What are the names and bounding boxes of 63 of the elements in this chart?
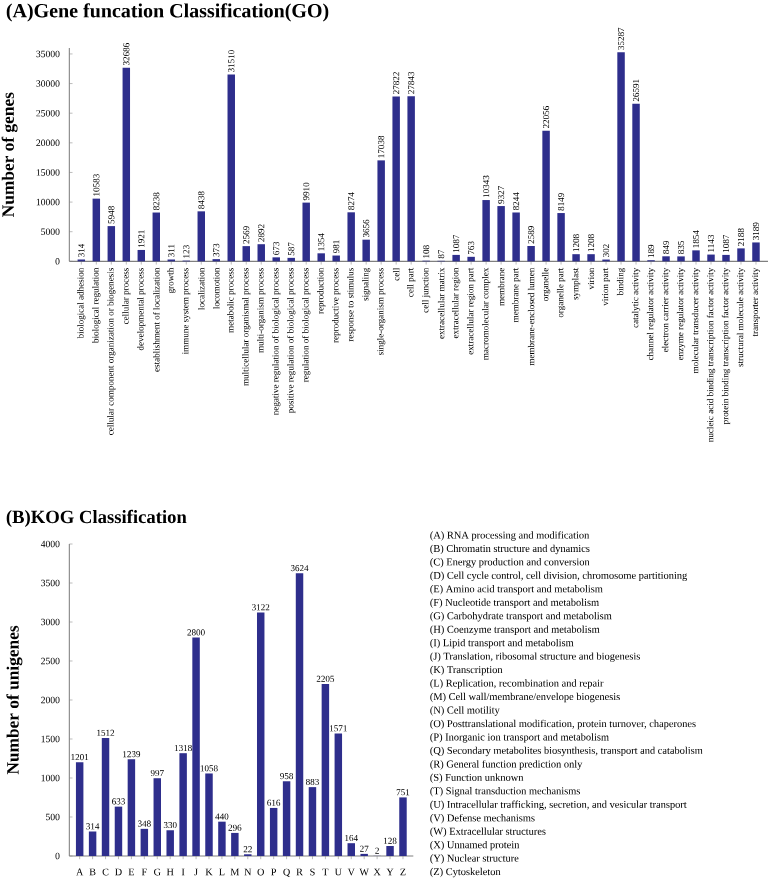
bar (140, 828, 149, 856)
bar (677, 256, 685, 262)
bar (527, 245, 535, 262)
bar (482, 200, 490, 262)
bar (242, 246, 250, 262)
bar (107, 226, 116, 262)
bar (321, 684, 330, 856)
bar (347, 212, 355, 262)
bar (257, 244, 265, 262)
bar (692, 250, 700, 262)
bar (557, 213, 565, 262)
bar (127, 759, 136, 856)
bar (362, 239, 370, 262)
bar (231, 832, 239, 856)
bar (377, 160, 385, 262)
bar (114, 806, 123, 856)
bar (542, 130, 550, 262)
bar (512, 212, 520, 262)
bar (737, 248, 745, 262)
bar (88, 831, 97, 856)
bar (407, 96, 415, 262)
bar (392, 96, 400, 262)
bar (302, 202, 310, 262)
bar (332, 255, 340, 262)
bar (467, 256, 475, 262)
chart-title: (A)Gene funcation Classification(GO) (6, 3, 329, 22)
bar (152, 212, 161, 262)
bar (662, 256, 670, 262)
bar (317, 253, 325, 262)
bar (452, 254, 460, 262)
bar (153, 778, 161, 856)
bar (572, 254, 580, 262)
bar (218, 821, 226, 856)
bar (386, 846, 394, 856)
bar (617, 52, 625, 262)
chart-title: (B)KOG Classification (6, 509, 187, 527)
bar (166, 830, 174, 856)
bar (308, 787, 317, 856)
bar (192, 637, 200, 856)
y-axis-title: Number of unigenes (6, 625, 23, 775)
bar (269, 807, 278, 856)
bar (101, 738, 110, 856)
bar (137, 249, 146, 262)
bar (707, 254, 715, 262)
bar (632, 103, 640, 262)
bar (334, 733, 343, 856)
bar (347, 843, 355, 856)
bar (75, 762, 84, 856)
bar (256, 612, 265, 856)
bar (122, 67, 131, 262)
bar (587, 254, 595, 262)
bar (92, 198, 101, 262)
bar (722, 254, 730, 262)
bar (227, 74, 235, 262)
bar (197, 211, 205, 262)
bar (399, 797, 407, 856)
bar (497, 206, 505, 262)
bar (179, 753, 187, 856)
bar (282, 781, 291, 856)
bar (295, 573, 304, 856)
bar (205, 773, 213, 856)
bar (752, 242, 760, 262)
y-axis-title: Number of genes (1, 92, 18, 217)
